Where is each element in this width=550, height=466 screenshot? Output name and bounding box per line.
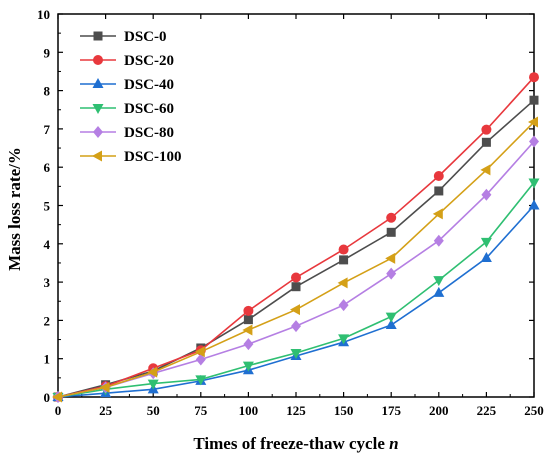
x-tick-label: 150: [334, 403, 354, 418]
series-line-dsc-40: [57, 204, 535, 398]
x-tick-label: 0: [55, 403, 62, 418]
data-point-dsc-40: [385, 318, 397, 329]
data-point-dsc-60: [242, 361, 254, 372]
x-tick-label: 175: [381, 403, 401, 418]
data-point-dsc-0: [243, 315, 253, 325]
x-tick-label: 250: [524, 403, 544, 418]
legend-label: DSC-100: [124, 149, 182, 165]
data-point-dsc-60: [290, 348, 302, 359]
x-tick-label: 200: [429, 403, 449, 418]
y-tick-label: 4: [44, 237, 51, 252]
data-point-dsc-100: [480, 164, 491, 176]
y-tick-label: 2: [44, 313, 51, 328]
legend-marker: [92, 150, 102, 162]
legend-item-dsc-100: DSC-100: [80, 149, 182, 165]
data-point-dsc-100: [528, 116, 538, 128]
y-tick-label: 3: [44, 275, 51, 290]
y-tick-label: 1: [44, 352, 51, 367]
legend-label: DSC-60: [124, 101, 174, 117]
data-point-dsc-100: [242, 324, 253, 336]
data-point-dsc-0: [339, 255, 349, 265]
plot-area: 0 25 50 75 100 125 150 175 200 225 250 0 1 2 3 4 5 6 7 8 9 10…: [37, 7, 544, 418]
data-point-dsc-60: [338, 334, 350, 345]
y-tick-label: 8: [44, 84, 51, 99]
y-tick-label: 6: [44, 160, 51, 175]
series-dsc-40: [52, 199, 540, 401]
y-axis-title: Mass loss rate/%: [5, 147, 24, 271]
data-point-dsc-80: [386, 267, 397, 280]
legend-marker: [93, 126, 103, 138]
y-tick-label: 5: [44, 199, 51, 214]
data-point-dsc-0: [386, 227, 396, 237]
data-point-dsc-80: [433, 234, 444, 247]
legend-label: DSC-80: [124, 125, 174, 141]
data-point-dsc-60: [195, 375, 207, 386]
legend-label: DSC-40: [124, 77, 174, 93]
data-point-dsc-60: [433, 276, 445, 287]
data-point-dsc-20: [433, 171, 444, 182]
data-point-dsc-80: [291, 320, 301, 333]
x-tick-label: 225: [477, 403, 497, 418]
data-point-dsc-80: [338, 299, 349, 312]
y-tick-label: 10: [37, 7, 50, 22]
data-point-dsc-0: [529, 95, 539, 105]
legend-marker: [92, 104, 104, 114]
legend-label: DSC-0: [124, 29, 167, 45]
data-point-dsc-20: [243, 305, 254, 316]
data-point-dsc-20: [338, 244, 349, 255]
data-point-dsc-100: [337, 277, 348, 289]
legend-marker: [93, 55, 103, 65]
x-tick-label: 50: [147, 403, 160, 418]
data-point-dsc-0: [481, 137, 491, 147]
data-point-dsc-100: [52, 391, 62, 403]
x-tick-label: 100: [239, 403, 259, 418]
plot-frame: [57, 13, 535, 398]
series-dsc-100: [52, 116, 538, 403]
data-point-dsc-60: [480, 237, 492, 248]
data-point-dsc-100: [385, 252, 396, 264]
y-tick-label: 9: [44, 45, 51, 60]
legend-item-dsc-80: DSC-80: [80, 125, 174, 141]
x-axis-title: Times of freeze-thaw cycle n: [193, 434, 398, 453]
data-point-dsc-40: [528, 199, 540, 210]
data-point-dsc-20: [481, 124, 492, 135]
data-point-dsc-20: [291, 272, 301, 283]
data-point-dsc-0: [291, 282, 301, 292]
data-point-dsc-100: [290, 304, 300, 316]
legend-item-dsc-60: DSC-60: [80, 101, 174, 117]
y-tick-label: 7: [44, 122, 51, 137]
x-tick-label: 75: [194, 403, 208, 418]
data-point-dsc-40: [433, 286, 445, 297]
data-point-dsc-0: [434, 186, 444, 196]
data-point-dsc-20: [386, 212, 397, 223]
x-axis-title-text: Times of freeze-thaw cycle: [193, 434, 389, 453]
data-point-dsc-40: [480, 251, 492, 262]
data-point-dsc-60: [528, 178, 540, 189]
data-point-dsc-60: [385, 312, 397, 323]
data-point-dsc-100: [99, 381, 110, 393]
data-point-dsc-100: [194, 346, 205, 358]
y-tick-label: 0: [44, 390, 51, 405]
data-point-dsc-80: [481, 188, 492, 201]
data-point-dsc-60: [147, 379, 159, 390]
data-point-dsc-100: [147, 366, 158, 378]
data-point-dsc-100: [432, 208, 443, 220]
legend-item-dsc-20: DSC-20: [80, 53, 174, 69]
data-point-dsc-80: [243, 338, 254, 351]
legend-marker: [92, 78, 104, 88]
legend-item-dsc-40: DSC-40: [80, 77, 174, 93]
legend-marker: [93, 31, 103, 41]
data-point-dsc-80: [529, 135, 539, 148]
x-axis-title-variable: n: [389, 434, 398, 453]
legend-label: DSC-20: [124, 53, 174, 69]
series-dsc-80: [53, 135, 539, 403]
x-tick-label: 125: [286, 403, 306, 418]
x-tick-label: 25: [99, 403, 113, 418]
data-point-dsc-20: [529, 72, 539, 83]
legend-item-dsc-0: DSC-0: [80, 29, 167, 45]
